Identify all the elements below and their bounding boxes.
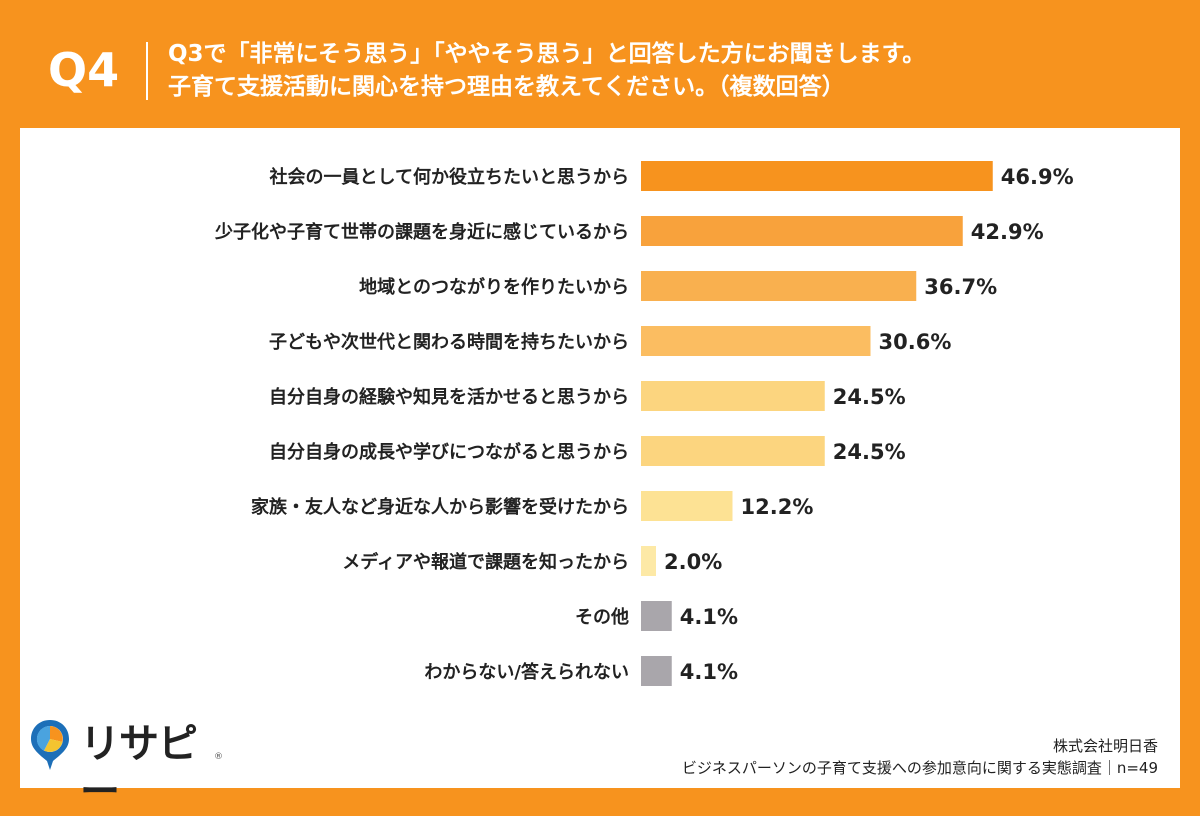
header: Q4 Q3で「非常にそう思う」「ややそう思う」と回答した方にお聞きします。 子育… xyxy=(0,0,1200,128)
value-label: 2.0% xyxy=(664,550,722,574)
bar xyxy=(641,491,733,521)
category-label: わからない/答えられない xyxy=(424,661,629,683)
question-number: Q4 xyxy=(48,43,120,97)
bar xyxy=(641,326,871,356)
category-label: 地域とのつながりを作りたいから xyxy=(359,276,629,298)
footer: 株式会社明日香 ビジネスパーソンの子育て支援への参加意向に関する実態調査｜n=4… xyxy=(682,735,1158,779)
value-label: 4.1% xyxy=(680,660,738,684)
brand-logo: リサピー ® xyxy=(28,718,228,815)
value-label: 46.9% xyxy=(1001,165,1074,189)
value-label: 12.2% xyxy=(741,495,814,519)
registered-mark: ® xyxy=(214,752,223,762)
value-label: 24.5% xyxy=(833,385,906,409)
bar xyxy=(641,546,656,576)
category-label: メディアや報道で課題を知ったから xyxy=(342,551,629,573)
category-label: 家族・友人など身近な人から影響を受けたから xyxy=(251,496,629,518)
bar-chart: 社会の一員として何か役立ちたいと思うから 46.9% 少子化や子育て世帯の課題を身近… xyxy=(214,161,1074,686)
value-label: 24.5% xyxy=(833,440,906,464)
pin-icon xyxy=(31,720,69,770)
value-label: 42.9% xyxy=(971,220,1044,244)
bar xyxy=(641,436,825,466)
footer-survey: ビジネスパーソンの子育て支援への参加意向に関する実態調査｜n=49 xyxy=(681,759,1158,777)
category-label: 自分自身の成長や学びにつながると思うから xyxy=(269,441,629,463)
value-label: 4.1% xyxy=(680,605,738,629)
question-line-2: 子育て支援活動に関心を持つ理由を教えてください。（複数回答） xyxy=(168,74,845,100)
category-label: その他 xyxy=(575,606,629,628)
bar xyxy=(641,601,672,631)
question-line-1: Q3で「非常にそう思う」「ややそう思う」と回答した方にお聞きします。 xyxy=(168,41,926,67)
value-label: 30.6% xyxy=(879,330,952,354)
question-text: Q3で「非常にそう思う」「ややそう思う」と回答した方にお聞きします。 子育て支援… xyxy=(168,38,1168,104)
bar xyxy=(641,656,672,686)
chart-card: 社会の一員として何か役立ちたいと思うから 46.9% 少子化や子育て世帯の課題を身近… xyxy=(20,128,1180,788)
header-divider xyxy=(146,42,148,100)
category-label: 自分自身の経験や知見を活かせると思うから xyxy=(269,386,629,408)
bar xyxy=(641,381,825,411)
category-label: 社会の一員として何か役立ちたいと思うから xyxy=(270,166,629,188)
logo-wordmark: リサピー xyxy=(80,721,198,815)
value-label: 36.7% xyxy=(924,275,997,299)
bar xyxy=(641,216,963,246)
footer-company: 株式会社明日香 xyxy=(1052,737,1158,755)
category-label: 少子化や子育て世帯の課題を身近に感じているから xyxy=(214,221,629,243)
category-label: 子どもや次世代と関わる時間を持ちたいから xyxy=(269,331,629,353)
bar xyxy=(641,271,917,301)
bar xyxy=(641,161,993,191)
